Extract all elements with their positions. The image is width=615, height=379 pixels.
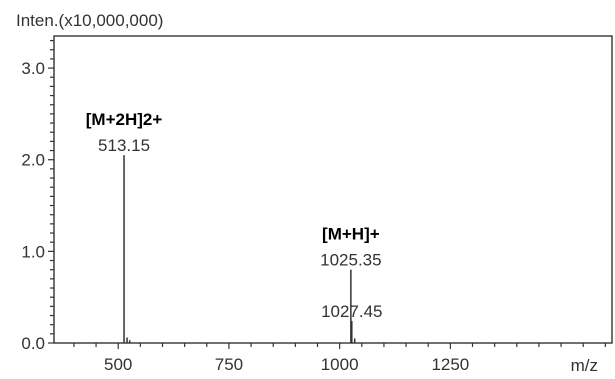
peak-labels: 513.15 [M+2H]2+ 1025.35 [M+H]+ 1027.45	[86, 110, 383, 321]
y-tick-label: 0.0	[21, 334, 45, 353]
y-axis-title: Inten.(x10,000,000)	[16, 11, 163, 30]
x-axis-ticks: 500 750 1000 1250	[73, 343, 606, 374]
y-tick-label: 2.0	[21, 151, 45, 170]
plot-border	[53, 35, 613, 344]
y-axis-ticks: 0.0 1.0 2.0 3.0	[21, 39, 54, 353]
x-tick-label: 500	[104, 355, 132, 374]
y-tick-label: 3.0	[21, 59, 45, 78]
ion-annotation: [M+2H]2+	[86, 110, 163, 129]
peak-mz-label: 1025.35	[320, 251, 381, 270]
ion-annotation: [M+H]+	[322, 225, 380, 244]
x-tick-label: 1000	[321, 355, 359, 374]
x-tick-label: 750	[215, 355, 243, 374]
peak-mz-label: 513.15	[98, 136, 150, 155]
plot-frame	[53, 35, 613, 344]
x-tick-label: 1250	[431, 355, 469, 374]
x-axis-title: m/z	[571, 356, 598, 375]
spectrum-peaks	[123, 155, 356, 343]
peak-mz-label: 1027.45	[321, 302, 382, 321]
y-tick-label: 1.0	[21, 242, 45, 261]
